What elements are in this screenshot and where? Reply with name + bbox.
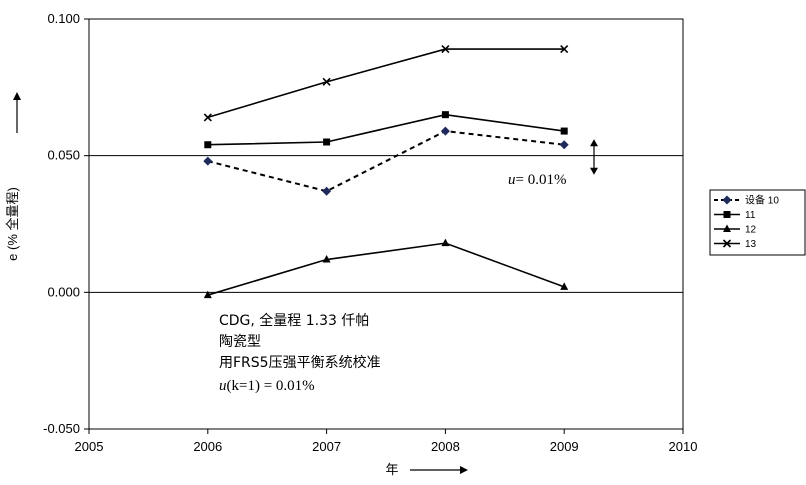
y-axis-arrow: [13, 92, 21, 133]
series-3-point: [203, 290, 212, 299]
series-3-point: [441, 238, 450, 247]
series-1-point: [322, 186, 332, 196]
series-1-line: [207, 130, 565, 193]
series-2-point: [204, 141, 212, 149]
legend-item: 13: [714, 239, 757, 250]
series-3-point: [560, 282, 569, 290]
series-3: [203, 238, 569, 299]
legend-label: 设备 10: [745, 194, 779, 207]
legend-marker: [722, 195, 732, 205]
series-4-point: [441, 45, 450, 54]
y-tick-label: 0.100: [47, 11, 80, 26]
series-2-point: [441, 111, 449, 119]
x-tick-label: 2005: [75, 439, 104, 454]
axis-ticks: 2005 2006 2007 2008 2009 2010 0.100 0.050 0.000 -…: [43, 11, 697, 454]
series-2: [204, 111, 568, 149]
x-tick-label: 2010: [669, 439, 698, 454]
y-tick-label: 0.050: [47, 148, 80, 163]
legend-label: 12: [745, 225, 757, 236]
legend-item: 设备 10: [714, 194, 779, 207]
uncertainty-arrow: [590, 139, 598, 175]
legend-marker: [723, 224, 731, 232]
series-4-point: [322, 77, 331, 86]
x-axis-title: 年: [385, 462, 398, 477]
note-line-4: u(k=1) = 0.01%: [219, 378, 315, 394]
series-4-point: [560, 45, 569, 54]
x-tick-label: 2007: [312, 439, 341, 454]
note-line-2: 陶瓷型: [219, 334, 261, 350]
series-2-line: [207, 113, 565, 146]
series-3-line: [207, 242, 565, 296]
series-layer: [203, 45, 569, 299]
series-4-point: [203, 113, 212, 122]
legend: 设备 10 11 12 13: [709, 189, 806, 256]
uncertainty-label: u= 0.01%: [508, 172, 566, 188]
legend-item: 12: [714, 224, 757, 236]
y-tick-label: -0.050: [43, 421, 80, 436]
series-3-point: [322, 255, 331, 263]
series-1-point: [203, 156, 213, 166]
x-tick-label: 2009: [550, 439, 579, 454]
legend-item: 11: [714, 210, 756, 221]
x-tick-label: 2008: [431, 439, 460, 454]
x-tick-label: 2006: [193, 439, 222, 454]
series-4-line: [207, 48, 565, 119]
y-tick-label: 0.000: [47, 284, 80, 299]
series-1-point: [440, 126, 450, 136]
legend-label: 11: [745, 210, 756, 221]
legend-label: 13: [745, 239, 757, 250]
series-2-point: [323, 138, 331, 146]
legend-marker: [723, 211, 731, 218]
legend-marker: [722, 239, 732, 248]
gridlines: [89, 155, 683, 293]
note-line-3: 用FRS5压强平衡系统校准: [219, 354, 381, 371]
series-4: [203, 45, 569, 122]
note-line-1: CDG, 全量程 1.33 仟帕: [219, 312, 369, 329]
x-axis-arrow: [410, 466, 468, 474]
plot-area: [88, 18, 684, 430]
series-1: [203, 126, 569, 196]
series-1-point: [559, 140, 569, 150]
y-axis-title: e (% 全量程): [5, 187, 20, 261]
series-2-point: [560, 127, 568, 135]
